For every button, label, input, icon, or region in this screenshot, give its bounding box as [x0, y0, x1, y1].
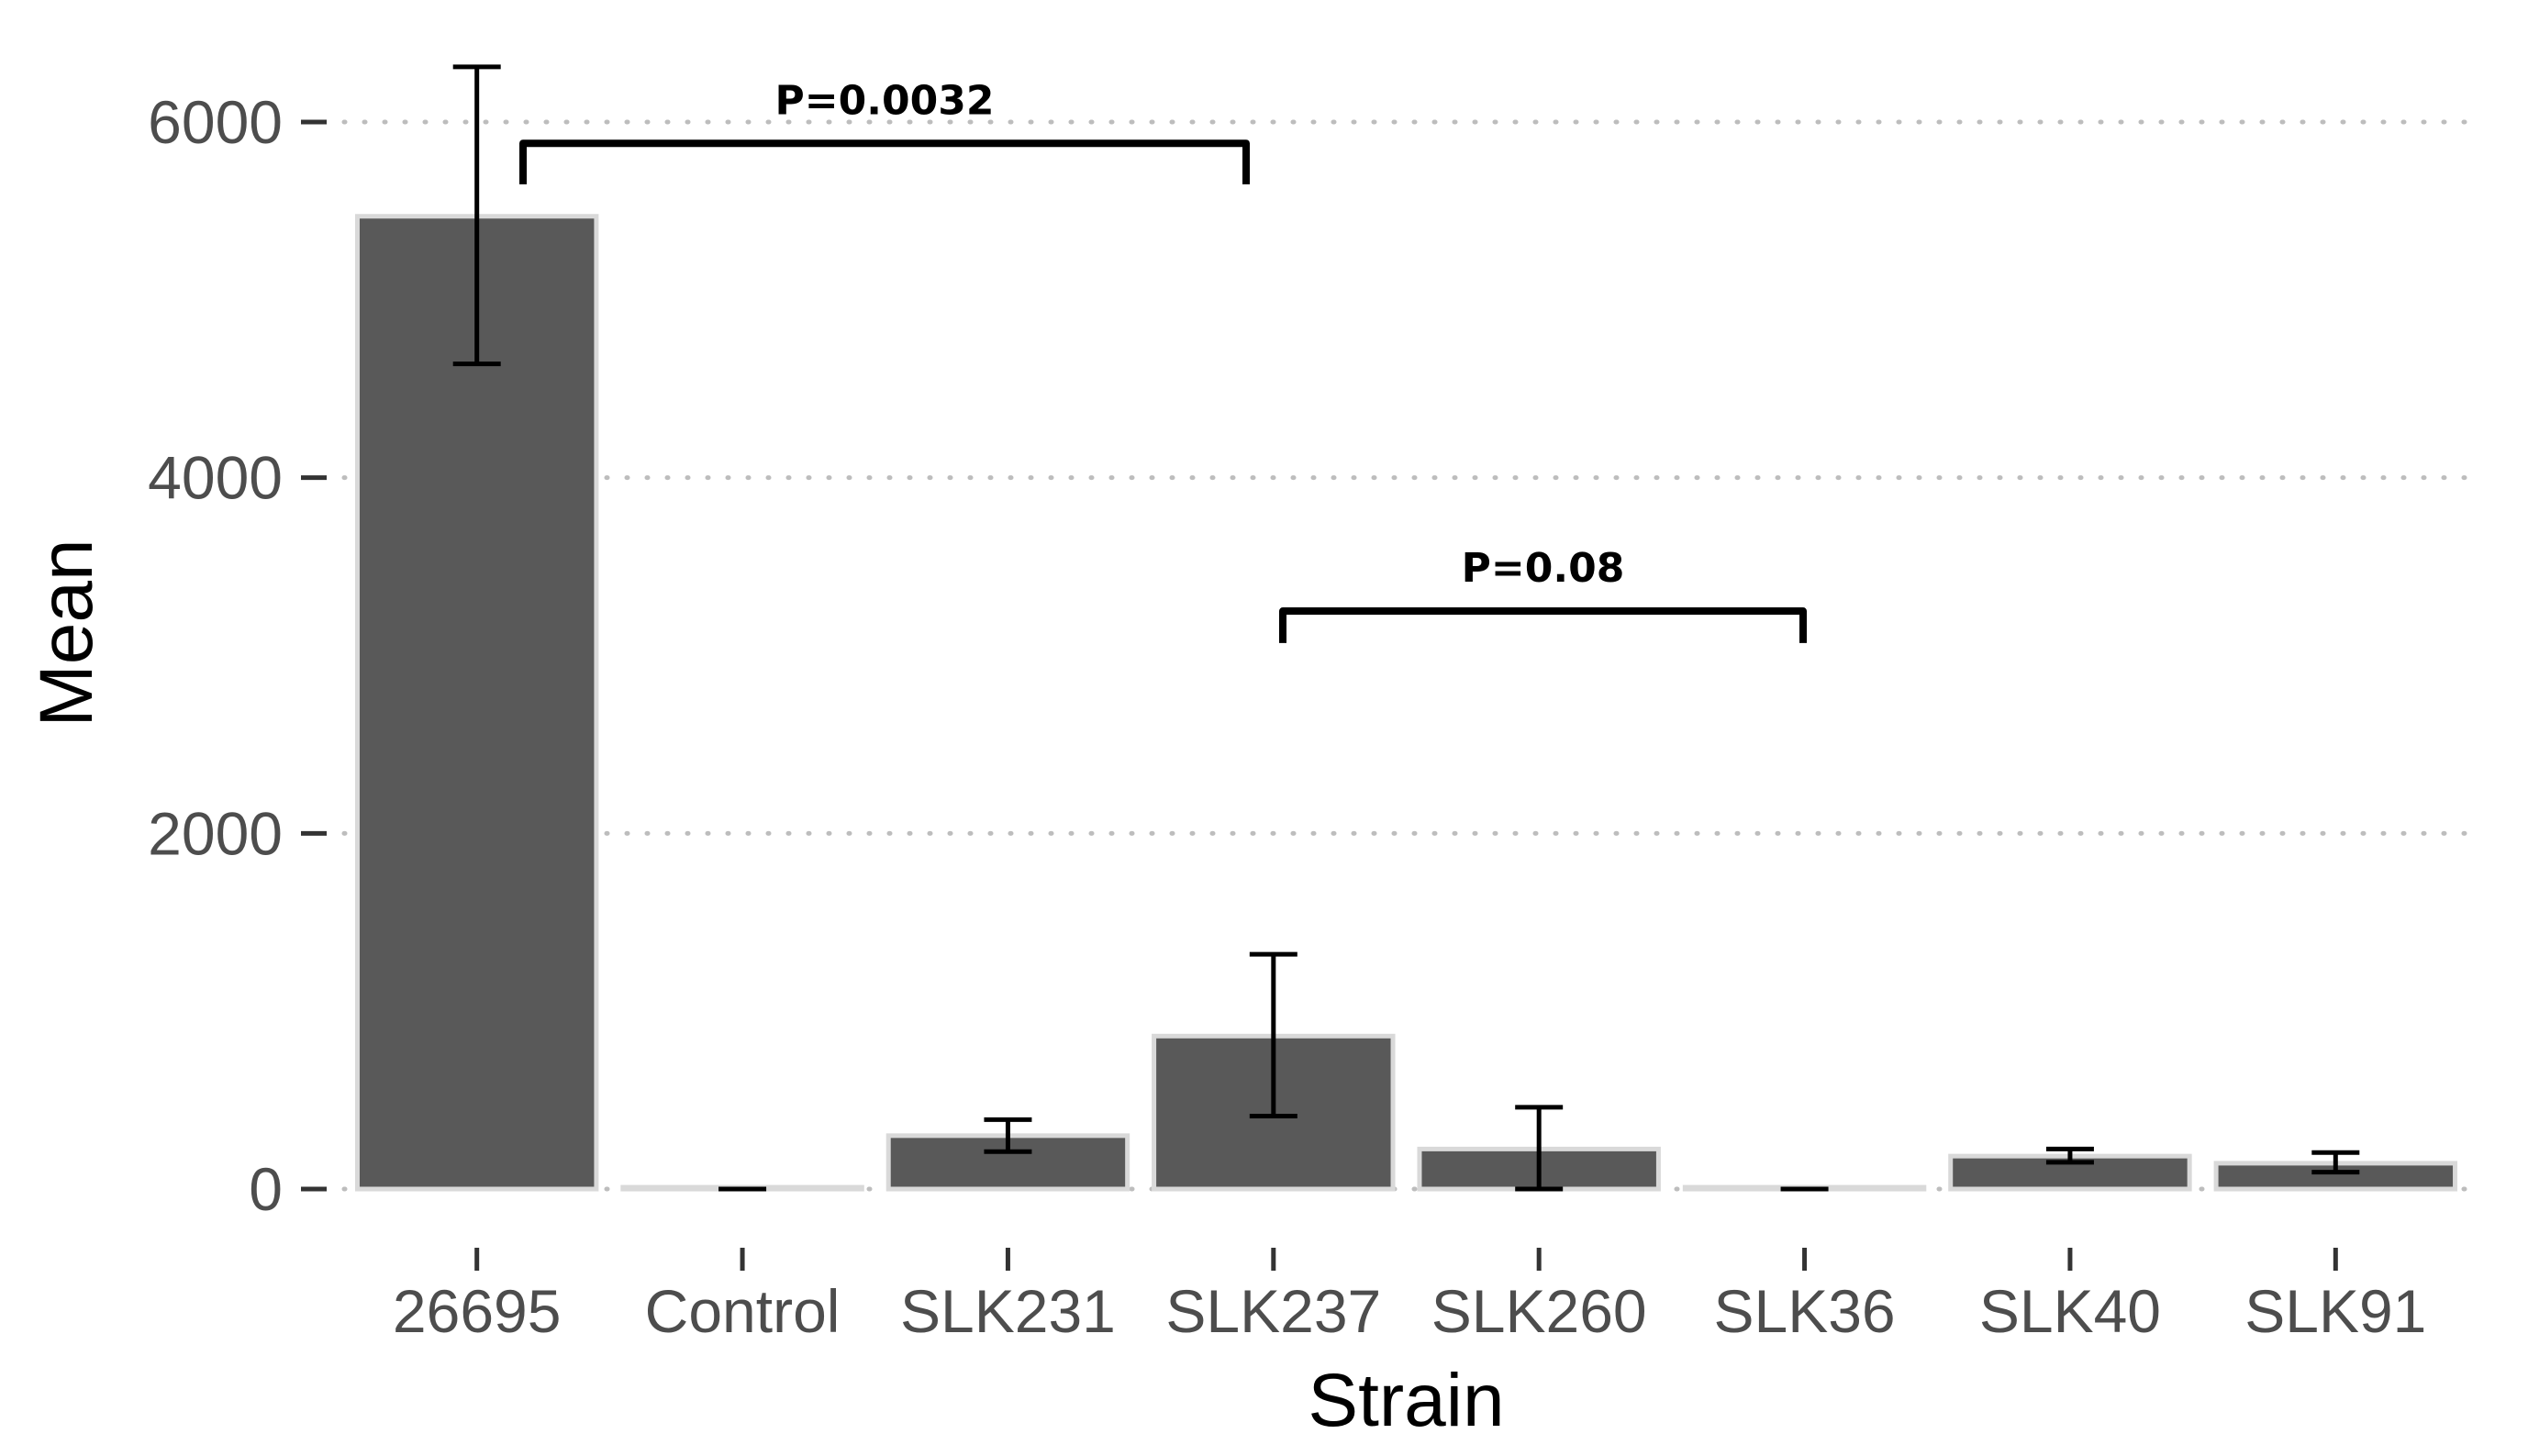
x-tick-label: SLK260 — [1431, 1277, 1647, 1345]
x-tick-label: SLK231 — [900, 1277, 1116, 1345]
x-tick-label: SLK36 — [1713, 1277, 1895, 1345]
bar — [354, 214, 599, 1192]
error-bar — [2311, 1150, 2360, 1175]
x-tick-label: Control — [645, 1277, 841, 1345]
error-bar — [2045, 1146, 2094, 1165]
x-tick-label: SLK40 — [1979, 1277, 2161, 1345]
significance-bracket: P=0.0032 — [519, 77, 1250, 184]
y-axis-title: Mean — [25, 539, 108, 727]
y-tick-label: 0 — [249, 1155, 283, 1223]
x-tick-label: SLK91 — [2244, 1277, 2426, 1345]
error-bar — [452, 64, 501, 367]
p-value-label: P=0.08 — [1462, 545, 1625, 592]
y-axis: 0 2000 4000 6000 — [148, 88, 327, 1223]
x-tick-label: 26695 — [393, 1277, 562, 1345]
x-tick-label: SLK237 — [1165, 1277, 1381, 1345]
x-axis: 26695 Control SLK231 SLK237 SLK260 SLK36 SLK40… — [393, 1248, 2426, 1345]
bars — [354, 214, 2458, 1192]
x-axis-title: Strain — [1308, 1359, 1504, 1442]
y-tick-label: 6000 — [148, 88, 283, 156]
error-bar — [984, 1117, 1032, 1154]
significance-bracket: P=0.08 — [1279, 545, 1807, 643]
gridlines — [341, 119, 2471, 1192]
error-bar — [1515, 1105, 1564, 1192]
y-tick-label: 2000 — [148, 799, 283, 867]
p-value-label: P=0.0032 — [775, 77, 995, 124]
significance-annotations: P=0.0032 P=0.08 — [519, 77, 1807, 643]
error-bars — [452, 64, 2360, 1192]
error-bar — [1249, 951, 1297, 1119]
y-tick-label: 4000 — [148, 444, 283, 512]
